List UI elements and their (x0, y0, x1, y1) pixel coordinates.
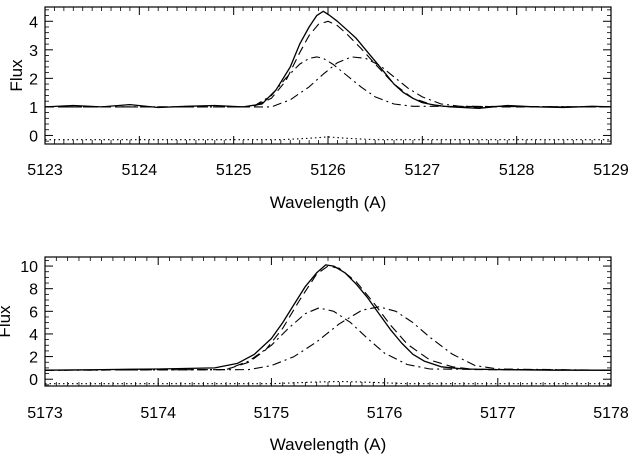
series-line-solid-1 (45, 10, 611, 109)
y-tick-label: 2 (29, 71, 38, 88)
x-tick-label: 5178 (593, 405, 629, 422)
y-tick-label: 10 (20, 259, 38, 276)
x-axis-label: Wavelength (A) (270, 435, 387, 454)
plot-frame (44, 6, 612, 145)
series-line-solid-1 (45, 264, 611, 371)
y-axis-label: Flux (0, 305, 14, 338)
x-tick-label: 5129 (593, 162, 629, 179)
y-tick-label: 1 (29, 100, 38, 117)
x-tick-label: 5128 (499, 162, 535, 179)
series-line-dash-dot-4 (45, 56, 611, 108)
y-tick-label: 2 (29, 350, 38, 367)
series-line-dashed-2 (45, 20, 611, 108)
x-tick-label: 5176 (367, 405, 403, 422)
y-tick-label: 4 (29, 14, 38, 31)
chart-panel-1: 5123 5124 5125 5126 5127 5128 5129 0 1 2 3 4 Wavelen… (7, 6, 629, 212)
chart-panel-2: 5173 5174 5175 5176 5177 5178 0 2 4 6 8 10 Wavelengt… (0, 256, 629, 454)
x-tick-label: 5123 (27, 162, 63, 179)
x-axis-label: Wavelength (A) (270, 193, 387, 212)
x-tick-label: 5124 (122, 162, 158, 179)
x-tick-label: 5173 (27, 405, 63, 422)
x-tick-label: 5127 (405, 162, 441, 179)
series-line-dash-dot-3 (45, 56, 611, 108)
x-tick-label: 5126 (310, 162, 346, 179)
y-tick-label: 4 (29, 327, 38, 344)
x-tick-label: 5174 (140, 405, 176, 422)
x-tick-label: 5177 (480, 405, 516, 422)
series-line-dashed-2 (45, 265, 611, 371)
x-tick-label: 5125 (216, 162, 252, 179)
y-tick-label: 8 (29, 282, 38, 299)
y-axis-label: Flux (7, 59, 26, 92)
series-line-dash-dot-3 (45, 307, 611, 371)
y-tick-label: 3 (29, 43, 38, 60)
series-group (45, 264, 611, 385)
y-tick-label: 6 (29, 304, 38, 321)
series-line-dotted-5 (45, 380, 611, 385)
y-tick-label: 0 (29, 128, 38, 145)
y-tick-label: 0 (29, 372, 38, 389)
series-group (45, 10, 611, 141)
series-line-dash-dot-4 (45, 306, 611, 371)
plot-frame (44, 256, 612, 387)
x-tick-label: 5175 (254, 405, 290, 422)
